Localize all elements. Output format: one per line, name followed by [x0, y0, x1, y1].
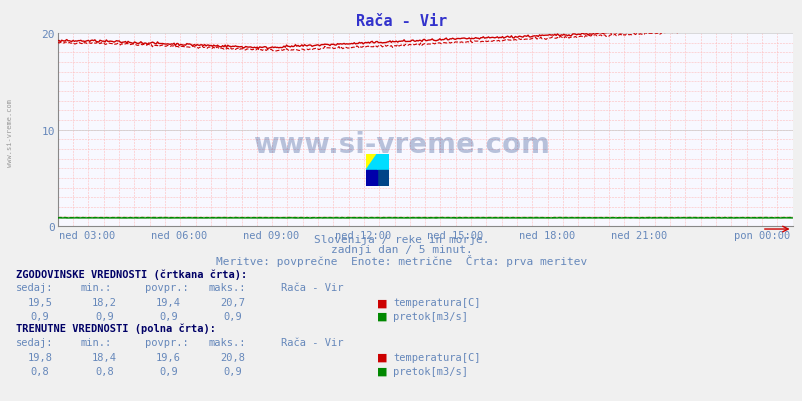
Text: 0,9: 0,9	[95, 311, 114, 321]
Text: temperatura[C]: temperatura[C]	[393, 298, 480, 308]
Text: sedaj:: sedaj:	[16, 337, 54, 347]
Text: 19,4: 19,4	[156, 298, 181, 308]
Text: ■: ■	[377, 298, 387, 308]
Bar	[366, 170, 377, 186]
Text: povpr.:: povpr.:	[144, 337, 188, 347]
Text: 0,9: 0,9	[159, 311, 178, 321]
Text: 0,8: 0,8	[30, 366, 50, 376]
Text: www.si-vreme.com: www.si-vreme.com	[6, 98, 13, 166]
Polygon shape	[366, 154, 377, 170]
Text: 19,6: 19,6	[156, 352, 181, 362]
Bar	[366, 154, 377, 170]
Text: www.si-vreme.com: www.si-vreme.com	[253, 130, 549, 158]
Text: Rača - Vir: Rača - Vir	[355, 14, 447, 29]
Text: min.:: min.:	[80, 283, 111, 293]
Text: 0,8: 0,8	[95, 366, 114, 376]
Bar	[377, 170, 388, 186]
Text: TRENUTNE VREDNOSTI (polna črta):: TRENUTNE VREDNOSTI (polna črta):	[16, 323, 216, 333]
Text: 0,9: 0,9	[159, 366, 178, 376]
Text: pretok[m3/s]: pretok[m3/s]	[393, 366, 468, 376]
Text: povpr.:: povpr.:	[144, 283, 188, 293]
Text: 20,8: 20,8	[220, 352, 245, 362]
Text: maks.:: maks.:	[209, 283, 246, 293]
Text: 0,9: 0,9	[223, 366, 242, 376]
Text: ZGODOVINSKE VREDNOSTI (črtkana črta):: ZGODOVINSKE VREDNOSTI (črtkana črta):	[16, 269, 247, 279]
Text: 19,8: 19,8	[27, 352, 53, 362]
Text: Slovenija / reke in morje.: Slovenija / reke in morje.	[314, 235, 488, 245]
Text: 18,4: 18,4	[91, 352, 117, 362]
Text: min.:: min.:	[80, 337, 111, 347]
Text: ■: ■	[377, 366, 387, 376]
Text: ■: ■	[377, 311, 387, 321]
Polygon shape	[366, 170, 377, 186]
Text: Rača - Vir: Rača - Vir	[281, 283, 343, 293]
Text: 18,2: 18,2	[91, 298, 117, 308]
Text: 0,9: 0,9	[30, 311, 50, 321]
Text: 0,9: 0,9	[223, 311, 242, 321]
Text: Meritve: povprečne  Enote: metrične  Črta: prva meritev: Meritve: povprečne Enote: metrične Črta:…	[216, 255, 586, 267]
Text: zadnji dan / 5 minut.: zadnji dan / 5 minut.	[330, 245, 472, 255]
Text: ■: ■	[377, 352, 387, 362]
Text: Rača - Vir: Rača - Vir	[281, 337, 343, 347]
Text: temperatura[C]: temperatura[C]	[393, 352, 480, 362]
Bar	[377, 154, 388, 170]
Text: 20,7: 20,7	[220, 298, 245, 308]
Text: maks.:: maks.:	[209, 337, 246, 347]
Text: 19,5: 19,5	[27, 298, 53, 308]
Text: sedaj:: sedaj:	[16, 283, 54, 293]
Text: pretok[m3/s]: pretok[m3/s]	[393, 311, 468, 321]
